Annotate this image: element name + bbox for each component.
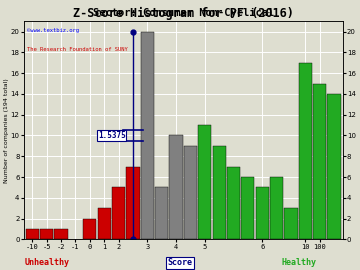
Text: Unhealthy: Unhealthy [24, 258, 69, 267]
Text: 1.5375: 1.5375 [98, 131, 126, 140]
Title: Z-Score Histogram for PF (2016): Z-Score Histogram for PF (2016) [73, 7, 294, 20]
Bar [313, 83, 326, 239]
Bar [227, 167, 240, 239]
Bar [40, 229, 53, 239]
Bar [198, 125, 211, 239]
Text: ©www.textbiz.org: ©www.textbiz.org [27, 28, 79, 33]
Bar [98, 208, 111, 239]
Y-axis label: Number of companies (194 total): Number of companies (194 total) [4, 78, 9, 183]
Bar [184, 146, 197, 239]
Bar [328, 94, 341, 239]
Text: Sector: Consumer Non-Cyclical: Sector: Consumer Non-Cyclical [93, 8, 274, 18]
Bar [141, 32, 154, 239]
Bar [284, 208, 298, 239]
Bar [112, 187, 125, 239]
Bar [299, 63, 312, 239]
Text: Score: Score [167, 258, 193, 267]
Bar [83, 219, 96, 239]
Bar [270, 177, 283, 239]
Bar [241, 177, 255, 239]
Bar [54, 229, 68, 239]
Bar [155, 187, 168, 239]
Bar [170, 136, 183, 239]
Bar [212, 146, 226, 239]
Bar [126, 167, 140, 239]
Text: Healthy: Healthy [281, 258, 316, 267]
Bar [256, 187, 269, 239]
Bar [26, 229, 39, 239]
Text: The Research Foundation of SUNY: The Research Foundation of SUNY [27, 47, 128, 52]
